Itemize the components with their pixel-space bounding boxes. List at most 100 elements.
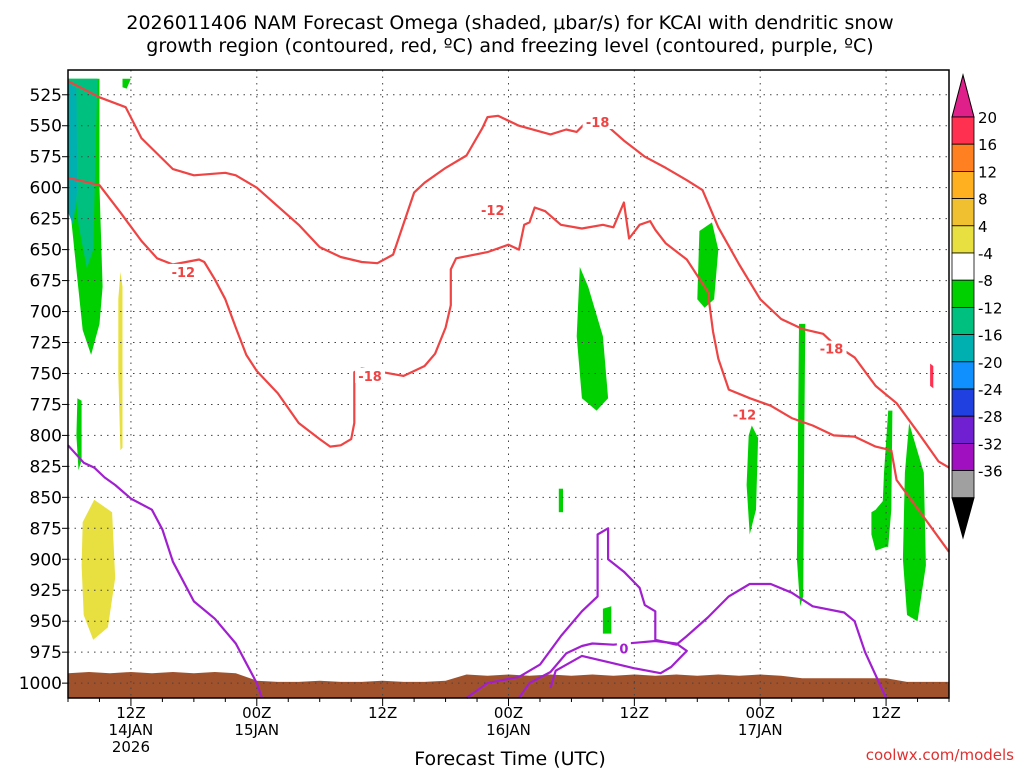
- y-tick-label: 875: [30, 519, 62, 539]
- x-tick-label: 2026: [112, 738, 150, 756]
- colorbar-label: -16: [978, 327, 1003, 345]
- x-tick-label: 17JAN: [738, 721, 783, 739]
- omega-region-5: [76, 398, 82, 471]
- y-tick-label: 725: [30, 334, 62, 354]
- y-tick-label: 675: [30, 272, 62, 292]
- contour-labels: -18 -12 0 -18 -12 -12 -18: [168, 114, 847, 657]
- freezing-level-line-5: [518, 639, 688, 699]
- x-tick-label: 12Z: [620, 704, 649, 722]
- y-tick-label: 750: [30, 364, 62, 384]
- omega-region-15: [602, 606, 612, 634]
- omega-region-14: [902, 423, 926, 622]
- omega-region-3: [68, 82, 78, 225]
- omega-region-17: [930, 363, 934, 389]
- grid-lines: [68, 70, 949, 698]
- colorbar-swatch-14: [951, 470, 975, 499]
- y-tick-label: 700: [30, 303, 62, 323]
- isotherm-line-2: [67, 176, 950, 553]
- colorbar-label: -24: [978, 381, 1003, 399]
- ground-terrain: [68, 672, 949, 698]
- colorbar-swatch-8: [951, 306, 975, 335]
- contour-label-bg: [582, 114, 613, 130]
- colorbar-label: -20: [978, 354, 1003, 372]
- colorbar: 20 16 12 8 4 -4 -8 -12 -16 -20 -24 -28 -32 -36: [951, 73, 1003, 540]
- contour-label-bg: [168, 263, 199, 279]
- x-tick-label: 12Z: [871, 704, 900, 722]
- colorbar-swatch-10: [951, 361, 975, 390]
- y-tick-label: 950: [30, 612, 62, 632]
- y-tick-label: 775: [30, 395, 62, 415]
- y-tick-label: 800: [30, 426, 62, 446]
- colorbar-swatch-9: [951, 334, 975, 363]
- x-tick-label: 15JAN: [234, 721, 279, 739]
- contour-label: -18: [358, 370, 382, 385]
- isotherm-line-1: [67, 80, 950, 469]
- colorbar-swatch-12: [951, 415, 975, 444]
- contour-label-bg: [355, 367, 386, 383]
- colorbar-swatch-2: [951, 143, 975, 172]
- chart-title-line-1: 2026011406 NAM Forecast Omega (shaded, μ…: [126, 12, 893, 34]
- omega-region-4: [122, 78, 131, 89]
- contour-label: 0: [619, 642, 628, 657]
- omega-region-6: [118, 271, 123, 451]
- colorbar-label: 8: [978, 191, 988, 209]
- colorbar-label: -12: [978, 299, 1003, 317]
- x-tick-label: 00Z: [746, 704, 775, 722]
- y-tick-label: 550: [30, 117, 62, 137]
- colorbar-label: -4: [978, 245, 993, 263]
- y-tick-label: 650: [30, 241, 62, 261]
- colorbar-swatch-13: [951, 442, 975, 471]
- colorbar-swatch-7: [951, 279, 975, 308]
- ground-fill: [68, 672, 949, 698]
- y-tick-label: 825: [30, 457, 62, 477]
- colorbar-swatch-4: [951, 198, 975, 227]
- colorbar-swatch-3: [951, 170, 975, 199]
- freezing-level-line-3: [67, 444, 264, 699]
- colorbar-label: -8: [978, 272, 993, 290]
- contour-label: -12: [733, 408, 757, 423]
- omega-shading: [68, 78, 934, 640]
- colorbar-swatch-1: [951, 116, 975, 145]
- y-tick-label: 575: [30, 148, 62, 168]
- x-tick-label: 00Z: [242, 704, 271, 722]
- x-tick-label: 00Z: [494, 704, 523, 722]
- contour-label: -12: [481, 204, 505, 219]
- y-tick-label: 600: [30, 179, 62, 199]
- colorbar-label: -36: [978, 463, 1003, 481]
- x-axis-label: Forecast Time (UTC): [414, 748, 605, 768]
- chart-title-line-2: growth region (contoured, red, ºC) and f…: [146, 35, 873, 57]
- omega-region-7: [81, 499, 116, 640]
- x-tick-label: 14JAN: [109, 721, 154, 739]
- omega-region-10: [746, 425, 759, 535]
- colorbar-label: 12: [978, 163, 997, 181]
- colorbar-bottom-arrow: [951, 497, 975, 540]
- contour-label: -18: [820, 343, 844, 358]
- colorbar-label: 20: [978, 109, 997, 127]
- y-axis: 525 550 575 600 625 650 675 700 725 750 775 800 825 8…: [19, 86, 68, 694]
- colorbar-label: -32: [978, 435, 1003, 453]
- x-tick-label: 12Z: [368, 704, 397, 722]
- contour-label-bg: [729, 406, 760, 422]
- x-tick-label: 12Z: [116, 704, 145, 722]
- source-credit: coolwx.com/models: [866, 746, 1014, 764]
- omega-region-16: [558, 488, 563, 513]
- colorbar-swatch-11: [951, 388, 975, 417]
- omega-region-11: [796, 323, 806, 607]
- y-tick-label: 900: [30, 550, 62, 570]
- contour-label: -18: [586, 116, 610, 131]
- colorbar-label: 4: [978, 218, 988, 236]
- colorbar-swatch-6: [951, 252, 975, 281]
- freezing-level-line-4: [465, 527, 888, 699]
- omega-region-13: [880, 410, 893, 547]
- contour-label: -12: [172, 266, 196, 281]
- contour-label-bg: [477, 201, 508, 217]
- y-tick-label: 850: [30, 488, 62, 508]
- x-tick-label: 16JAN: [486, 721, 531, 739]
- colorbar-label: 16: [978, 136, 997, 154]
- omega-region-9: [697, 222, 719, 308]
- contour-label-bg: [816, 340, 847, 356]
- y-tick-label: 525: [30, 86, 62, 106]
